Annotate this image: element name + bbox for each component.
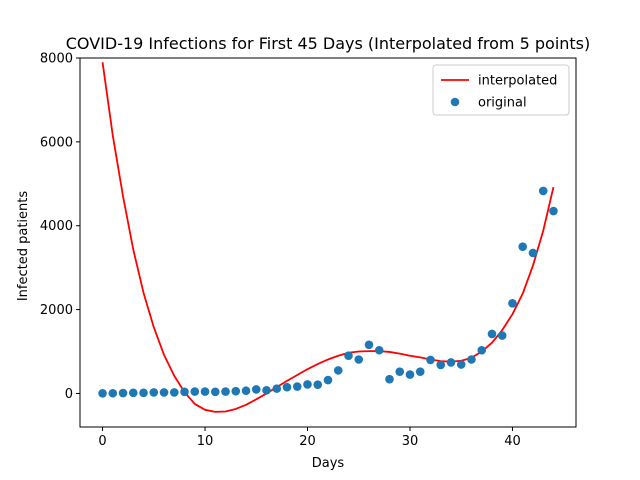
scatter-point	[333, 366, 343, 375]
y-tick-label: 2000	[40, 303, 73, 318]
axes: 0 10 20 30 40 0 2000 4000 6000 8000	[40, 52, 577, 449]
scatter-point	[395, 367, 405, 376]
scatter-point	[323, 375, 333, 385]
y-tick-label: 8000	[40, 52, 73, 67]
scatter-point	[128, 388, 138, 398]
scatter-point	[497, 331, 507, 340]
scatter-point	[487, 329, 497, 339]
scatter-point	[385, 374, 394, 384]
scatter-point	[169, 388, 179, 397]
scatter-point	[426, 355, 435, 365]
scatter-point	[180, 387, 189, 397]
plot-area	[98, 62, 558, 413]
legend-box	[432, 64, 570, 116]
y-tick-label: 0	[65, 387, 73, 402]
x-tick-label: 20	[299, 434, 316, 449]
scatter-point	[456, 360, 466, 369]
scatter-point	[118, 388, 128, 398]
scatter-point	[241, 386, 251, 396]
scatter-point	[292, 382, 302, 391]
scatter-point	[108, 388, 118, 398]
scatter-point	[149, 388, 159, 397]
scatter-point	[508, 299, 517, 308]
scatter-point	[190, 387, 200, 396]
scatter-point	[477, 345, 487, 355]
legend-label-interpolated: interpolated	[478, 74, 557, 89]
scatter-point	[251, 385, 261, 394]
scatter-point	[415, 367, 425, 376]
scatter-point	[364, 340, 374, 350]
scatter-point	[282, 382, 292, 392]
chart-title: COVID-19 Infections for First 45 Days (I…	[66, 34, 591, 53]
axes-frame	[79, 57, 577, 428]
scatter-point	[159, 388, 169, 397]
scatter-point	[354, 355, 364, 364]
scatter-point	[210, 387, 220, 397]
scatter-point	[200, 387, 210, 396]
scatter-point	[538, 186, 548, 196]
scatter-point	[272, 384, 282, 393]
scatter-point	[446, 358, 456, 367]
x-tick-label: 40	[504, 434, 521, 449]
scatter-point	[344, 351, 353, 361]
x-axis-label: Days	[312, 456, 345, 471]
scatter-point	[549, 206, 558, 216]
scatter-point	[98, 389, 107, 398]
scatter-point	[528, 248, 538, 258]
plot-data	[98, 62, 558, 413]
x-tick-label: 10	[197, 434, 214, 449]
series-line-interpolated	[101, 62, 555, 413]
scatter-point	[303, 380, 312, 389]
scatter-point	[405, 370, 415, 379]
legend: interpolated original	[432, 64, 570, 116]
scatter-point	[231, 386, 241, 396]
y-axis-label: Infected patients	[16, 191, 31, 302]
x-tick-label: 0	[98, 434, 106, 449]
scatter-point	[313, 380, 323, 389]
scatter-point	[221, 387, 230, 396]
y-tick-label: 4000	[40, 219, 73, 234]
x-tick-label: 30	[402, 434, 419, 449]
scatter-point	[518, 242, 528, 251]
scatter-point	[374, 345, 384, 355]
scatter-point	[139, 388, 148, 398]
scatter-point	[436, 360, 446, 370]
scatter-point	[467, 355, 476, 364]
scatter-point	[262, 386, 271, 395]
legend-swatch-original	[450, 97, 460, 107]
y-tick-label: 6000	[40, 135, 73, 150]
legend-label-original: original	[478, 96, 527, 111]
